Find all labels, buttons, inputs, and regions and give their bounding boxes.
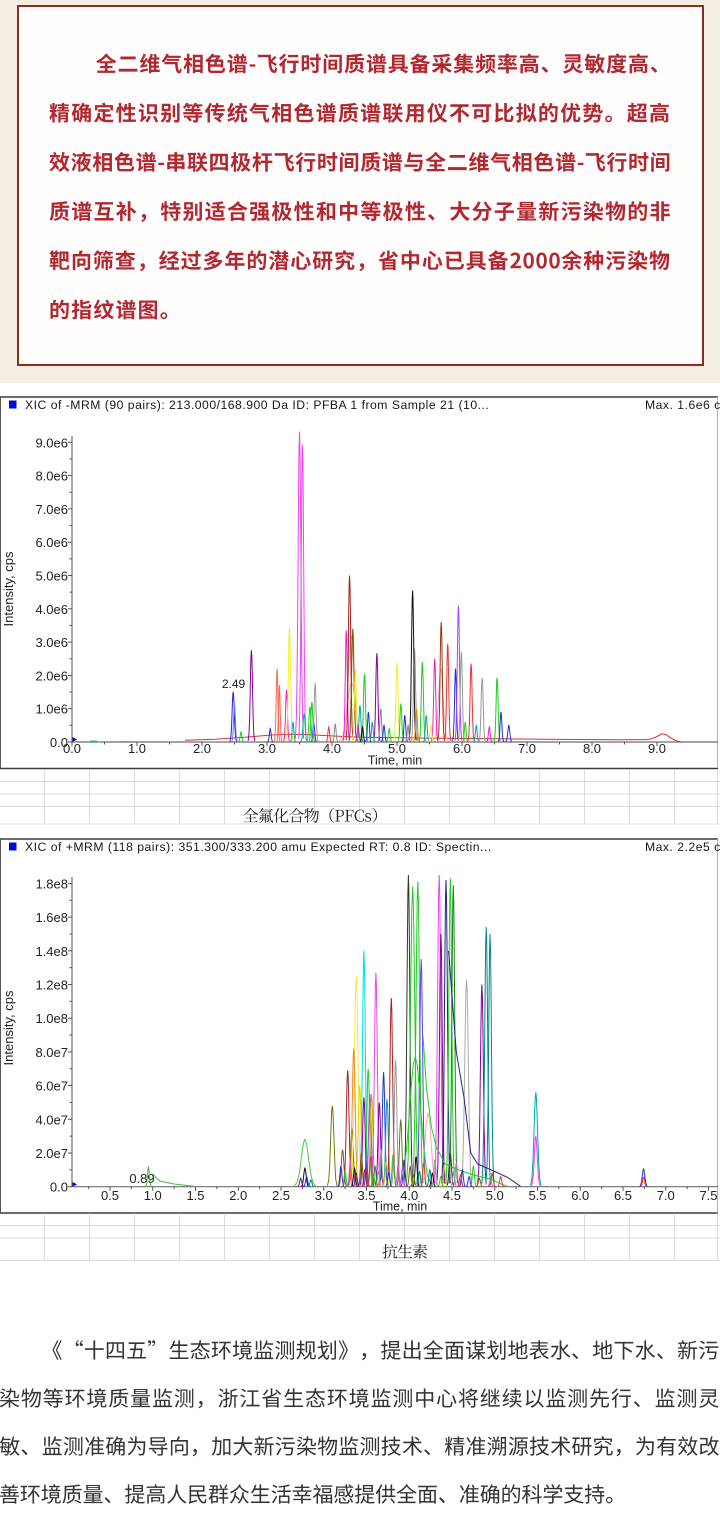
svg-text:7.0: 7.0 (657, 1188, 675, 1203)
svg-text:0.0: 0.0 (63, 741, 81, 756)
svg-text:8.0e7: 8.0e7 (35, 1045, 68, 1060)
svg-text:2.0e6: 2.0e6 (35, 668, 68, 683)
svg-text:XIC of +MRM (118 pairs): 351.3: XIC of +MRM (118 pairs): 351.300/333.200… (25, 840, 492, 854)
svg-text:Intensity, cps: Intensity, cps (1, 990, 16, 1065)
svg-text:0.0: 0.0 (50, 1180, 68, 1195)
svg-text:1.8e8: 1.8e8 (35, 876, 68, 891)
svg-text:9.0: 9.0 (648, 741, 666, 756)
svg-text:2.5: 2.5 (272, 1188, 290, 1203)
svg-text:XIC of -MRM (90 pairs): 213.00: XIC of -MRM (90 pairs): 213.000/168.900 … (25, 398, 489, 412)
svg-text:2.0: 2.0 (193, 741, 211, 756)
svg-text:1.0e6: 1.0e6 (35, 702, 68, 717)
svg-text:6.0e6: 6.0e6 (35, 535, 68, 550)
svg-text:4.0e6: 4.0e6 (35, 602, 68, 617)
svg-text:0.5: 0.5 (101, 1188, 119, 1203)
svg-text:7.0e6: 7.0e6 (35, 502, 68, 517)
svg-text:3.0: 3.0 (315, 1188, 333, 1203)
svg-text:8.0e6: 8.0e6 (35, 469, 68, 484)
svg-text:6.0e7: 6.0e7 (35, 1079, 68, 1094)
svg-text:3.0e6: 3.0e6 (35, 635, 68, 650)
svg-text:5.5: 5.5 (528, 1188, 546, 1203)
svg-text:1.4e8: 1.4e8 (35, 944, 68, 959)
svg-text:5.0e6: 5.0e6 (35, 569, 68, 584)
svg-text:1.0e8: 1.0e8 (35, 1011, 68, 1026)
svg-text:1.6e8: 1.6e8 (35, 910, 68, 925)
svg-text:5.0: 5.0 (388, 741, 406, 756)
svg-text:3.5: 3.5 (357, 1188, 375, 1203)
svg-text:5.0: 5.0 (486, 1188, 504, 1203)
svg-text:0.0: 0.0 (50, 735, 68, 750)
svg-text:1.5: 1.5 (186, 1188, 204, 1203)
svg-text:1.0: 1.0 (128, 741, 146, 756)
svg-text:6.0: 6.0 (571, 1188, 589, 1203)
svg-text:4.0: 4.0 (400, 1188, 418, 1203)
svg-text:7.0: 7.0 (518, 741, 536, 756)
svg-text:1.0: 1.0 (144, 1188, 162, 1203)
svg-text:1.2e8: 1.2e8 (35, 978, 68, 993)
svg-text:3.0: 3.0 (258, 741, 276, 756)
svg-text:Max. 1.6e6 c: Max. 1.6e6 c (645, 398, 720, 412)
svg-text:4.0e7: 4.0e7 (35, 1112, 68, 1127)
svg-text:7.5: 7.5 (699, 1188, 717, 1203)
svg-text:9.0e6: 9.0e6 (35, 435, 68, 450)
svg-text:6.5: 6.5 (614, 1188, 632, 1203)
svg-text:4.0: 4.0 (323, 741, 341, 756)
svg-text:4.5: 4.5 (443, 1188, 461, 1203)
svg-text:Time, min: Time, min (368, 754, 422, 768)
svg-text:6.0: 6.0 (453, 741, 471, 756)
svg-text:2.0e7: 2.0e7 (35, 1146, 68, 1161)
svg-text:Time, min: Time, min (373, 1200, 427, 1214)
svg-text:8.0: 8.0 (583, 741, 601, 756)
svg-text:2.0: 2.0 (229, 1188, 247, 1203)
svg-text:2.49: 2.49 (222, 677, 246, 691)
svg-text:0.89: 0.89 (129, 1171, 154, 1186)
svg-text:Max. 2.2e5 c: Max. 2.2e5 c (645, 840, 720, 854)
svg-text:Intensity, cps: Intensity, cps (1, 551, 16, 626)
